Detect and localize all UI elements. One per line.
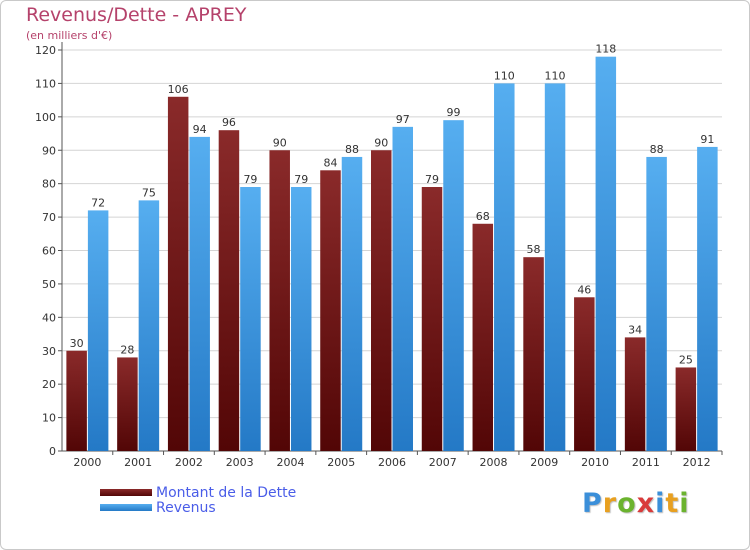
y-tick-label: 70: [42, 211, 56, 224]
x-tick-label: 2006: [378, 456, 406, 469]
bar-revenus: [494, 83, 515, 452]
bar-revenus: [595, 56, 617, 451]
grid-lines: [62, 49, 722, 452]
x-tick-label: 2008: [480, 456, 508, 469]
legend-label-dette: Montant de la Dette: [156, 485, 297, 501]
y-tick-label: 100: [35, 111, 56, 124]
data-label-revenus: 97: [396, 113, 410, 126]
data-label-dette: 58: [527, 243, 541, 256]
legend-swatch-revenus: [100, 504, 152, 511]
bar-dette: [675, 367, 697, 451]
x-tick-label: 2003: [226, 456, 254, 469]
data-label-dette: 106: [168, 83, 189, 96]
bars: [66, 56, 718, 452]
logo-letter: r: [602, 488, 618, 519]
x-tick-label: 2011: [632, 456, 660, 469]
y-tick-label: 120: [35, 44, 56, 57]
logo-letter: t: [665, 488, 680, 519]
x-tick-label: 2010: [581, 456, 609, 469]
logo-letter: i: [679, 488, 690, 519]
bar-dette: [523, 257, 544, 451]
bar-revenus: [392, 126, 413, 451]
x-tick-label: 2009: [530, 456, 558, 469]
logo-letter: P: [582, 488, 603, 519]
data-label-revenus: 79: [243, 173, 257, 186]
y-tick-label: 40: [42, 311, 56, 324]
bar-dette: [472, 223, 494, 451]
bar-dette: [421, 187, 443, 451]
bar-revenus: [697, 146, 718, 452]
y-tick-label: 80: [42, 178, 56, 191]
bar-revenus: [544, 83, 566, 452]
y-tick-label: 50: [42, 278, 56, 291]
x-tick-label: 2005: [327, 456, 355, 469]
x-tick-label: 2000: [73, 456, 101, 469]
bar-revenus: [240, 187, 261, 451]
bar-revenus: [87, 210, 109, 451]
data-label-dette: 84: [323, 156, 337, 169]
y-tick-label: 90: [42, 144, 56, 157]
bar-revenus: [290, 187, 312, 451]
data-label-dette: 34: [628, 323, 642, 336]
chart-title: Revenus/Dette - APREY: [26, 4, 247, 26]
data-label-revenus: 110: [494, 69, 515, 82]
bar-revenus: [189, 136, 210, 451]
data-label-dette: 68: [476, 210, 490, 223]
y-tick-label: 110: [35, 77, 56, 90]
data-label-revenus: 75: [142, 186, 156, 199]
x-tick-label: 2002: [175, 456, 203, 469]
legend-label-revenus: Revenus: [156, 500, 216, 516]
y-tick-label: 60: [42, 245, 56, 258]
bar-dette: [167, 96, 189, 452]
x-tick-label: 2007: [429, 456, 457, 469]
bar-dette: [371, 150, 392, 451]
y-tick-label: 30: [42, 345, 56, 358]
data-label-revenus: 88: [345, 143, 359, 156]
bar-dette: [624, 337, 646, 451]
data-label-dette: 46: [577, 283, 591, 296]
data-label-dette: 25: [679, 353, 693, 366]
data-label-revenus: 88: [650, 143, 664, 156]
data-label-revenus: 91: [700, 133, 714, 146]
proxiti-logo: Proxiti: [582, 488, 690, 519]
bar-revenus: [341, 156, 363, 451]
bar-revenus: [138, 200, 160, 451]
data-label-dette: 79: [425, 173, 439, 186]
data-label-revenus: 99: [447, 106, 461, 119]
logo-letter: o: [617, 488, 637, 519]
data-labels: 30 72 28 75 106 94 96 79 90 79 84 88 90 97 79 99 68 110 58…: [70, 43, 715, 367]
data-label-dette: 30: [70, 337, 84, 350]
bar-dette: [66, 350, 87, 451]
y-tick-label: 10: [42, 412, 56, 425]
chart-subtitle: (en milliers d'€): [26, 29, 113, 42]
logo-letter: i: [655, 488, 666, 519]
y-tick-label: 0: [49, 445, 56, 458]
x-tick-label: 2004: [276, 456, 304, 469]
bar-dette: [218, 130, 240, 451]
data-label-revenus: 72: [91, 196, 105, 209]
data-label-revenus: 79: [294, 173, 308, 186]
logo-letter: x: [636, 488, 656, 519]
bar-dette: [269, 150, 290, 451]
bar-dette: [574, 297, 595, 451]
bar-revenus: [443, 120, 464, 452]
x-tick-label: 2012: [683, 456, 711, 469]
data-label-dette: 28: [120, 343, 134, 356]
x-tick-label: 2001: [124, 456, 152, 469]
data-label-dette: 90: [273, 136, 287, 149]
data-label-dette: 90: [374, 136, 388, 149]
bar-dette: [320, 170, 341, 452]
data-label-revenus: 94: [193, 123, 207, 136]
data-label-dette: 96: [222, 116, 236, 129]
data-label-revenus: 110: [545, 69, 566, 82]
legend-swatch-dette: [100, 489, 152, 496]
y-tick-label: 20: [42, 378, 56, 391]
data-label-revenus: 118: [595, 43, 616, 56]
bar-dette: [117, 357, 138, 451]
bar-revenus: [646, 156, 667, 451]
axes: 0 10 20 30 40 50 60 70 80 90 100 110 120 2000 2001 2002…: [35, 42, 723, 469]
